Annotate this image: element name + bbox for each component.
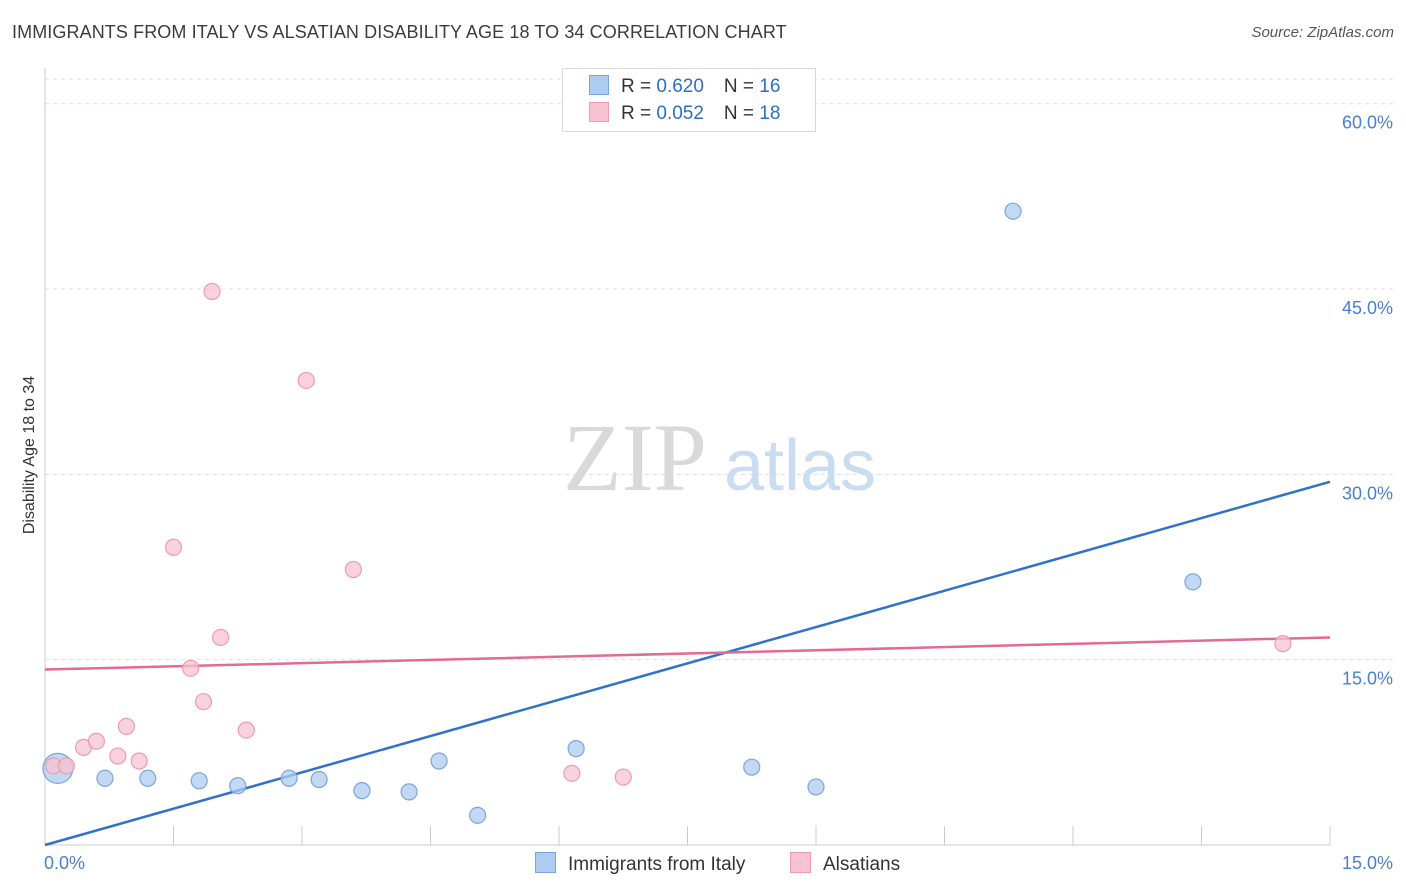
y-tick-label-45: 45.0%	[1342, 298, 1393, 318]
point-alsatian-14	[344, 560, 362, 579]
point-italy-3	[190, 772, 208, 790]
chart-title: IMMIGRANTS FROM ITALY VS ALSATIAN DISABI…	[12, 22, 787, 42]
point-alsatian-1	[57, 757, 76, 775]
point-alsatian-7	[164, 538, 183, 556]
point-italy-9	[430, 752, 448, 770]
legend-row-alsatian: R = 0.052 N = 18	[589, 102, 780, 126]
x-tick-label-max: 15.0%	[1342, 853, 1393, 873]
legend-row-italy: R = 0.620 N = 16	[589, 75, 780, 99]
trend-line-alsatian	[44, 636, 1331, 671]
point-italy-15	[1184, 573, 1202, 591]
point-alsatian-6	[130, 752, 148, 770]
gridlines	[45, 78, 1393, 661]
legend-swatch-italy	[589, 75, 609, 95]
y-axis-label: Disability Age 18 to 34	[21, 376, 38, 534]
point-italy-12	[743, 758, 761, 776]
point-italy-14	[1004, 202, 1022, 220]
point-italy-4	[229, 777, 247, 795]
legend-r-label-italy: R =	[621, 76, 657, 97]
watermark: ZIP atlas	[563, 404, 876, 511]
legend-n-value-italy: 16	[759, 76, 781, 97]
point-alsatian-11	[212, 628, 230, 647]
point-alsatian-9	[194, 693, 213, 711]
trend-line-italy	[44, 480, 1331, 847]
point-italy-11	[567, 740, 585, 758]
bottom-legend-alsatian: Alsatians	[790, 852, 900, 876]
correlation-legend: R = 0.620 N = 16 R = 0.052 N = 18	[562, 68, 816, 132]
x-tick-label-min: 0.0%	[44, 853, 85, 873]
chart-source: Source: ZipAtlas.com	[1251, 24, 1394, 41]
legend-swatch-alsatian	[589, 102, 609, 122]
point-italy-2	[139, 769, 157, 787]
point-alsatian-16	[614, 768, 632, 786]
point-alsatian-4	[109, 747, 127, 765]
legend-r-value-italy: 0.620	[656, 76, 704, 97]
point-italy-10	[469, 806, 487, 824]
point-italy-7	[353, 782, 371, 800]
point-alsatian-15	[563, 764, 581, 782]
point-italy-13	[807, 778, 825, 796]
y-tick-label-15: 15.0%	[1342, 669, 1393, 689]
bottom-legend-label-italy: Immigrants from Italy	[568, 854, 746, 875]
point-italy-1	[96, 769, 114, 787]
watermark-zip: ZIP	[563, 404, 707, 511]
data-points	[42, 202, 1292, 824]
point-alsatian-10	[203, 282, 221, 301]
legend-n-label-alsatian: N =	[723, 103, 760, 124]
point-alsatian-17	[1274, 635, 1292, 653]
point-italy-8	[400, 783, 418, 801]
point-italy-6	[310, 770, 328, 789]
legend-r-value-alsatian: 0.052	[656, 103, 704, 124]
trend-lines	[44, 480, 1331, 847]
bottom-legend-swatch-alsatian	[790, 852, 811, 873]
bottom-legend-italy: Immigrants from Italy	[535, 852, 745, 876]
axes	[44, 68, 1331, 846]
legend-r-label-alsatian: R =	[621, 103, 657, 124]
bottom-legend-swatch-italy	[535, 852, 556, 873]
legend-n-label-italy: N =	[723, 76, 760, 97]
point-alsatian-12	[237, 721, 255, 739]
point-italy-5	[280, 769, 298, 787]
watermark-atlas: atlas	[724, 426, 876, 506]
point-alsatian-3	[87, 732, 106, 750]
legend-n-value-alsatian: 18	[759, 103, 781, 124]
point-alsatian-8	[182, 659, 200, 677]
point-alsatian-13	[297, 371, 315, 390]
point-alsatian-5	[117, 717, 135, 735]
y-tick-label-60: 60.0%	[1342, 113, 1393, 133]
y-tick-labels: 15.0% 30.0% 45.0% 60.0%	[1342, 113, 1393, 689]
bottom-legend-label-alsatian: Alsatians	[823, 854, 901, 875]
y-tick-label-30: 30.0%	[1342, 483, 1393, 503]
